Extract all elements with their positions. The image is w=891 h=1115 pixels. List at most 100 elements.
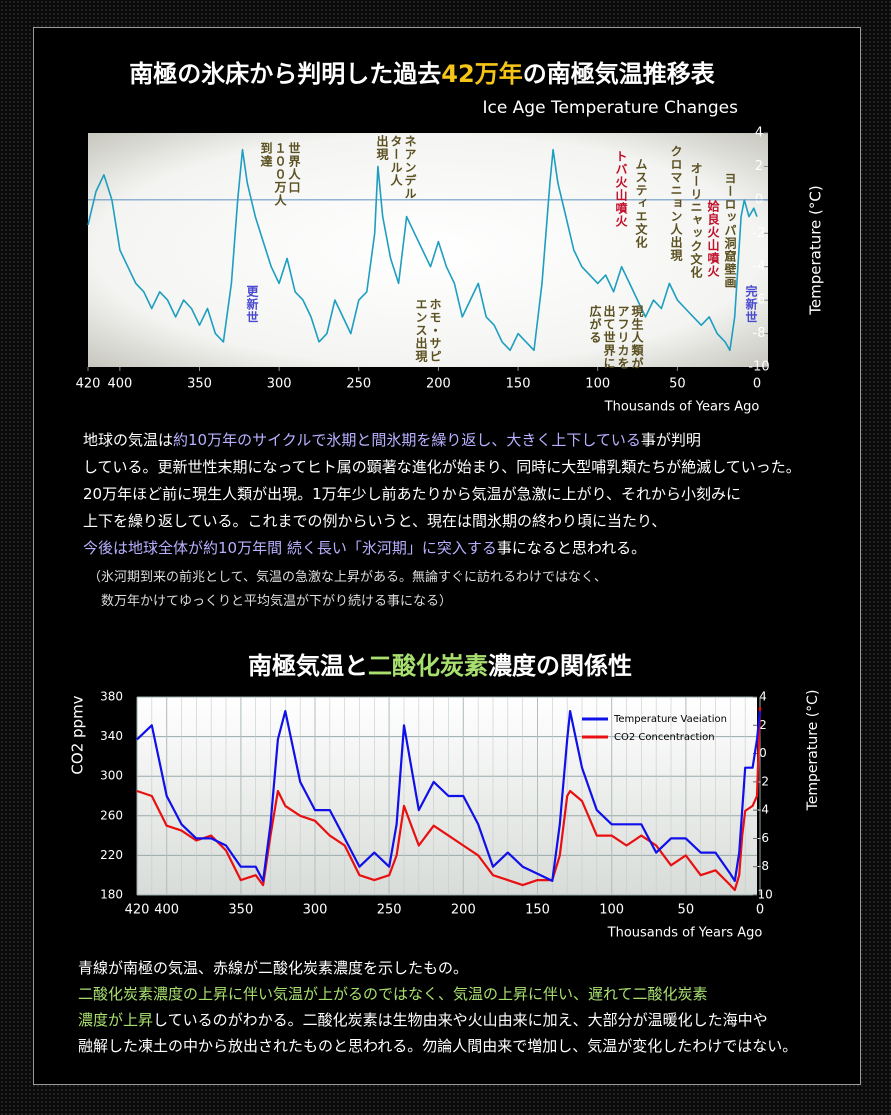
- x-tick-label: 0: [756, 903, 764, 918]
- y-axis-label: CO2 ppmv: [69, 695, 87, 774]
- annotation: トバ火山噴火: [614, 150, 628, 228]
- annotation: 完新世: [744, 284, 758, 324]
- annotation: 世界人口: [287, 141, 301, 194]
- text-segment: 青線が南極の気温、赤線が二酸化炭素濃度を示したもの。: [78, 959, 469, 977]
- text-line: 濃度が上昇しているのがわかる。二酸化炭素は生物由来や火山由来に加え、大部分が温暖…: [78, 1007, 797, 1033]
- x-tick-label: 0: [753, 377, 761, 392]
- subtitle: Ice Age Temperature Changes: [482, 98, 738, 118]
- y-tick-label: 260: [100, 808, 123, 822]
- y2-tick-label: 0: [759, 746, 767, 760]
- annotation: 到達: [259, 141, 273, 168]
- x-tick-label: 200: [426, 377, 451, 392]
- title-part: 南極の氷床から判明した過去: [129, 60, 441, 88]
- series-line: [136, 706, 762, 892]
- y-tick-label: -10: [748, 360, 769, 375]
- annotation: ムスティエ文化: [634, 158, 648, 249]
- chart-title: 南極気温と二酸化炭素濃度の関係性: [248, 652, 632, 680]
- title-part: 南極気温と: [248, 652, 368, 680]
- annotation: 現生人類が: [630, 305, 644, 370]
- annotation: クロマニョン人出現: [669, 145, 683, 262]
- y2-tick-label: -10: [753, 888, 773, 902]
- annotation: 広がる: [588, 304, 602, 344]
- text-segment: 濃度が上昇: [78, 1011, 154, 1029]
- text-segment: しているのがわかる。二酸化炭素は生物由来や火山由来に加え、大部分が温暖化した海中…: [153, 1011, 768, 1029]
- y-tick-label: -6: [753, 293, 766, 308]
- x-tick-label: 400: [107, 377, 132, 392]
- x-tick-label: 420: [76, 377, 101, 392]
- y-tick-label: 4: [755, 126, 763, 141]
- x-tick-label: 300: [267, 377, 292, 392]
- y-tick-label: 220: [100, 848, 123, 862]
- temperature-line: [87, 148, 758, 352]
- annotation: １００万人: [273, 142, 287, 207]
- y2-tick-label: -4: [757, 803, 769, 817]
- text-line: 数万年かけてゆっくりと平均気温が下がり続ける事になる）: [88, 590, 607, 614]
- annotation: アフリカを: [616, 305, 630, 370]
- x-tick-label: 350: [187, 377, 212, 392]
- y-tick-label: -4: [753, 259, 766, 274]
- chart-title: 南極の氷床から判明した過去42万年の南極気温推移表: [129, 60, 715, 88]
- annotation: ホモ・サピ: [428, 298, 442, 363]
- annotation: タール人: [389, 135, 403, 187]
- annotation: オーリニャック文化: [689, 162, 703, 279]
- series-line: [136, 710, 762, 882]
- y2-tick-label: -6: [757, 831, 769, 845]
- text-line: 地球の気温は約10万年のサイクルで氷期と間氷期を繰り返し、大きく上下している事が…: [83, 427, 801, 454]
- x-tick-label: 150: [506, 377, 531, 392]
- x-tick-label: 50: [678, 903, 695, 918]
- title-part: 二酸化炭素: [368, 652, 488, 680]
- x-axis-label: Thousands of Years Ago: [607, 926, 763, 941]
- y2-tick-label: 2: [759, 718, 767, 732]
- annotation: 出現: [375, 134, 389, 161]
- annotation: エンス出現: [414, 298, 428, 363]
- text-segment: している。更新世性末期になってヒト属の顕著な進化が始まり、同時に大型哺乳類たちが…: [83, 458, 801, 476]
- text-segment: 数万年かけてゆっくりと平均気温が下がり続ける事になる）: [88, 594, 453, 609]
- x-tick-label: 400: [154, 903, 179, 918]
- x-tick-label: 150: [525, 903, 550, 918]
- y-axis-label: Temperature (°C): [807, 185, 825, 315]
- y-tick-label: -2: [753, 226, 766, 241]
- text-segment: 上下を繰り返している。これまでの例からいうと、現在は間氷期の終わり頃に当たり、: [83, 512, 667, 530]
- text-segment: 融解した凍土の中から放出されたものと思われる。勿論人間由来で増加し、気温が変化し…: [78, 1037, 798, 1055]
- legend-label: CO2 Concentraction: [614, 732, 715, 743]
- paragraph: 地球の気温は約10万年のサイクルで氷期と間氷期を繰り返し、大きく上下している事が…: [83, 427, 801, 562]
- text-line: している。更新世性末期になってヒト属の顕著な進化が始まり、同時に大型哺乳類たちが…: [83, 454, 801, 481]
- annotation: 更新世: [245, 285, 259, 324]
- x-tick-label: 420: [125, 903, 150, 918]
- x-tick-label: 100: [585, 377, 610, 392]
- y-tick-label: 340: [100, 729, 123, 743]
- title-part: 42万年: [441, 60, 522, 88]
- y-tick-label: 2: [755, 159, 763, 174]
- legend-label: Temperature Vaeiation: [613, 714, 727, 725]
- x-axis-label: Thousands of Years Ago: [604, 400, 760, 415]
- x-tick-label: 250: [346, 377, 371, 392]
- y2-tick-label: -8: [757, 859, 769, 873]
- plot-area: [88, 133, 768, 367]
- text-segment: 事が判明: [640, 431, 701, 449]
- annotation: ヨーロッパ洞窟壁画: [723, 172, 737, 289]
- x-tick-label: 300: [303, 903, 328, 918]
- text-line: 融解した凍土の中から放出されたものと思われる。勿論人間由来で増加し、気温が変化し…: [78, 1033, 797, 1059]
- text-segment: 二酸化炭素濃度の上昇に伴い気温が上がるのではなく、気温の上昇に伴い、遅れて二酸化…: [78, 985, 708, 1003]
- text-segment: 約10万年のサイクルで氷期と間氷期を繰り返し、大きく上下している: [173, 431, 641, 449]
- text-segment: 20万年ほど前に現生人類が出現。1万年少し前あたりから気温が急激に上がり、それか…: [83, 485, 742, 503]
- y2-tick-label: -2: [757, 774, 769, 788]
- x-tick-label: 50: [669, 377, 686, 392]
- y-tick-label: -8: [753, 326, 766, 341]
- text-line: 今後は地球全体が約10万年間 続く長い「氷河期」に突入する事になると思われる。: [83, 535, 801, 562]
- y-tick-label: 380: [100, 690, 123, 704]
- text-segment: 今後は地球全体が約10万年間 続く長い「氷河期」に突入する: [83, 539, 497, 557]
- text-segment: 事になると思われる。: [496, 539, 647, 557]
- text-line: 青線が南極の気温、赤線が二酸化炭素濃度を示したもの。: [78, 955, 797, 981]
- text-line: 二酸化炭素濃度の上昇に伴い気温が上がるのではなく、気温の上昇に伴い、遅れて二酸化…: [78, 981, 797, 1007]
- annotation: 姶良火山噴火: [706, 199, 720, 278]
- x-tick-label: 100: [599, 903, 624, 918]
- text-line: （氷河期到来の前兆として、気温の急激な上昇がある。無論すぐに訪れるわけではなく、: [88, 566, 607, 590]
- title-part: の南極気温推移表: [523, 60, 716, 88]
- y-tick-label: 180: [100, 888, 123, 902]
- text-line: 20万年ほど前に現生人類が出現。1万年少し前あたりから気温が急激に上がり、それか…: [83, 481, 801, 508]
- x-tick-label: 250: [377, 903, 402, 918]
- text-segment: 地球の気温は: [83, 431, 174, 449]
